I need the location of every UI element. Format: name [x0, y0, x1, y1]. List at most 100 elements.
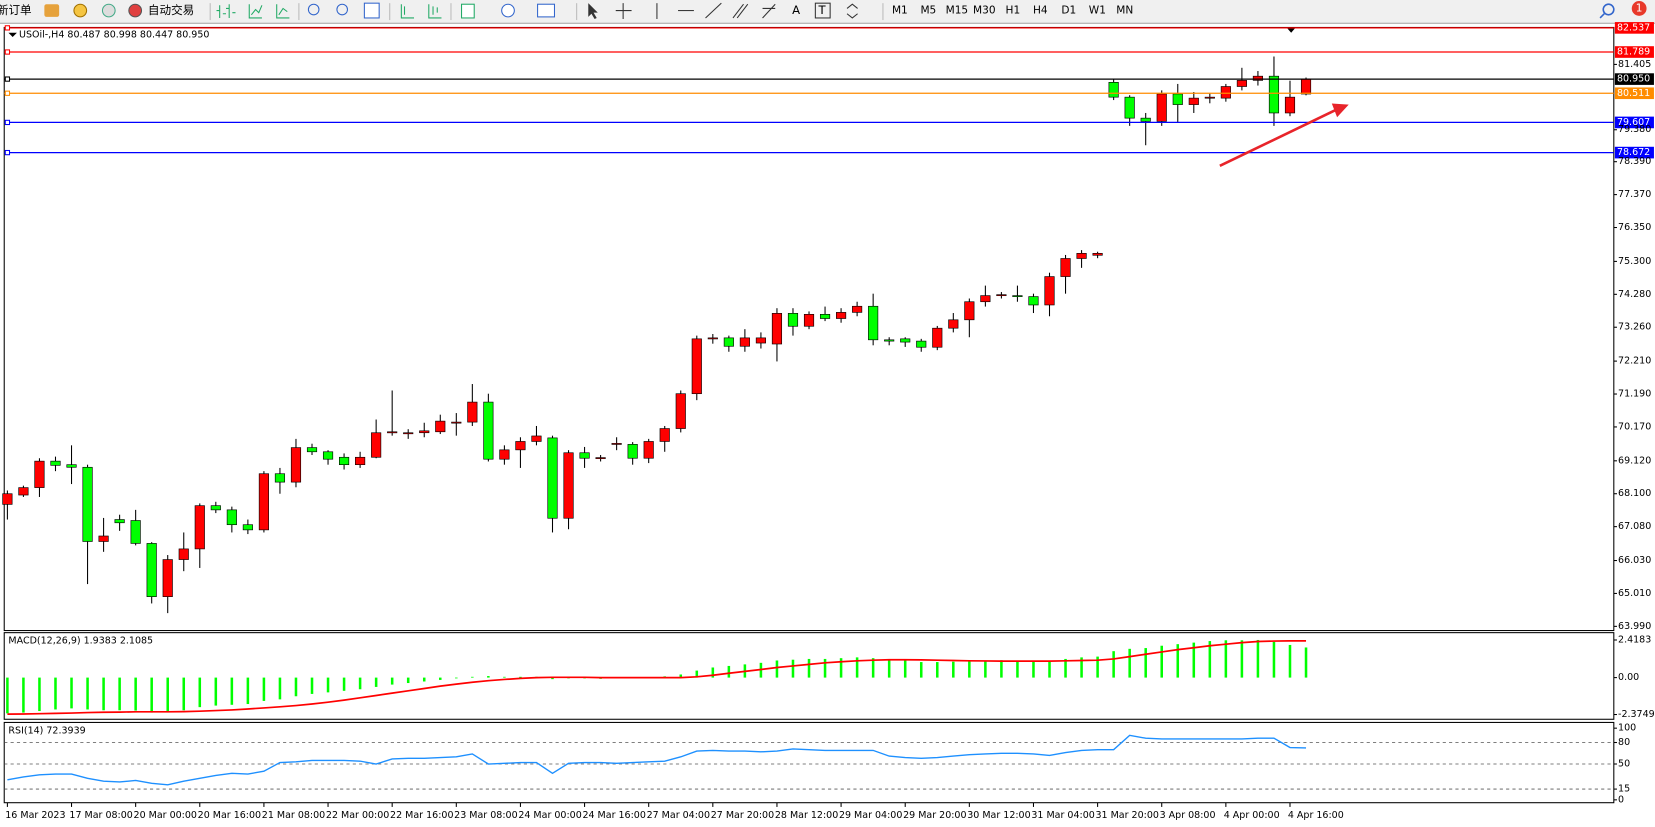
macd-bar — [230, 677, 234, 705]
auto-trading-icon[interactable] — [128, 3, 143, 18]
icon[interactable] — [101, 3, 116, 18]
zoom-in[interactable] — [307, 3, 320, 16]
x-tick-label: 29 Mar 04:00 — [839, 810, 902, 821]
icon[interactable] — [400, 4, 415, 19]
macd-bar — [487, 676, 490, 678]
x-tick-label: 16 Mar 2023 — [5, 810, 65, 821]
candle-body — [1124, 96, 1135, 119]
rsi-title: RSI(14) 72.3939 — [8, 725, 85, 736]
candle-body — [178, 548, 189, 560]
notification-count: 1 — [1636, 2, 1643, 14]
candle-body — [114, 519, 125, 524]
crosshair-tool[interactable] — [615, 3, 632, 20]
candle-body — [98, 535, 109, 542]
macd-bar — [551, 677, 554, 680]
x-tick-label: 27 Mar 20:00 — [711, 810, 774, 821]
candle-body — [659, 428, 670, 442]
tile-windows[interactable] — [363, 2, 380, 19]
candle-body — [1188, 97, 1199, 105]
auto-trading-button[interactable]: 自动交易 — [148, 3, 194, 17]
y-tick-label: 50 — [1618, 759, 1630, 770]
icon[interactable] — [248, 4, 263, 19]
x-tick-label: 20 Mar 00:00 — [134, 810, 197, 821]
macd-bar — [1016, 660, 1019, 678]
y-tick-label: 2.4183 — [1618, 634, 1651, 645]
chart-menu-arrow[interactable] — [8, 32, 17, 37]
macd-bar — [422, 677, 426, 682]
x-tick-label: 24 Mar 16:00 — [582, 810, 645, 821]
search[interactable] — [1602, 3, 1615, 16]
candle-body — [1252, 75, 1263, 81]
candle-body — [579, 452, 590, 459]
price-level-handle — [4, 149, 11, 156]
notification-badge[interactable] — [1631, 1, 1647, 16]
macd-bar — [1160, 645, 1163, 678]
arrows-tool[interactable] — [846, 3, 858, 19]
macd-bar — [166, 677, 169, 712]
fibo-tool[interactable] — [762, 3, 776, 19]
candle-body — [371, 432, 382, 458]
new-order-button[interactable]: 新订单 — [0, 3, 32, 17]
macd-bar — [86, 677, 89, 710]
price-level-handle — [4, 119, 11, 126]
macd-bar — [310, 677, 314, 694]
icon[interactable] — [216, 4, 236, 18]
macd-bar — [855, 657, 859, 678]
indicators[interactable] — [461, 3, 475, 19]
y-tick-label: 74.280 — [1618, 289, 1651, 300]
y-tick-label: 65.010 — [1618, 588, 1651, 599]
icon[interactable] — [428, 4, 442, 19]
timeframe-button[interactable]: M30 — [973, 5, 996, 17]
x-tick-label: 29 Mar 20:00 — [903, 810, 966, 821]
timeframe-button[interactable]: M15 — [946, 5, 969, 17]
timeframe-button[interactable]: H1 — [1006, 5, 1021, 17]
text-tool[interactable]: A — [792, 3, 800, 17]
macd-bar — [711, 667, 715, 678]
icon[interactable] — [44, 4, 60, 17]
timeframe-button[interactable]: MN — [1116, 5, 1133, 17]
candle-body — [675, 393, 686, 429]
x-tick-label: 31 Mar 20:00 — [1095, 810, 1158, 821]
periods[interactable] — [501, 3, 515, 18]
macd-bar — [22, 677, 25, 713]
candle-body — [306, 447, 318, 453]
candle-body — [1156, 93, 1167, 122]
timeframe-button[interactable]: M5 — [920, 5, 936, 17]
x-tick-label: 31 Mar 04:00 — [1031, 810, 1094, 821]
timeframe-button[interactable]: M1 — [892, 5, 908, 17]
macd-bar — [1048, 660, 1051, 678]
macd-bar — [358, 677, 362, 690]
macd-bar — [182, 677, 186, 711]
cursor-tool[interactable] — [588, 3, 598, 20]
icon[interactable] — [73, 3, 88, 18]
x-tick-label: 28 Mar 12:00 — [775, 810, 838, 821]
timeframe-button[interactable]: H4 — [1033, 5, 1048, 17]
channel-tool[interactable] — [732, 3, 749, 19]
macd-bar — [294, 677, 298, 697]
candle-body — [595, 457, 606, 459]
macd-bar — [1208, 641, 1212, 678]
price-level-handle — [4, 25, 11, 31]
candle-body — [803, 314, 815, 327]
templates[interactable] — [537, 3, 556, 18]
y-tick-label: 77.370 — [1618, 189, 1651, 200]
label-tool[interactable]: T — [818, 3, 827, 17]
icon[interactable] — [276, 4, 290, 19]
zoom-out[interactable] — [336, 3, 349, 16]
macd-bar — [839, 658, 843, 678]
x-tick-label: 23 Mar 08:00 — [454, 810, 517, 821]
macd-bar — [455, 677, 458, 679]
macd-bar — [871, 658, 875, 678]
timeframe-button[interactable]: D1 — [1061, 5, 1076, 17]
trendline-tool[interactable] — [705, 2, 722, 19]
y-tick-label: 72.210 — [1618, 356, 1651, 367]
label-tool-frame[interactable] — [814, 2, 831, 19]
candle-body — [130, 520, 141, 544]
macd-bar — [390, 677, 394, 685]
timeframe-button[interactable]: W1 — [1089, 5, 1106, 17]
candle-body — [531, 435, 542, 442]
candle-body — [274, 473, 286, 483]
macd-bar — [1144, 648, 1147, 678]
candle-body — [1012, 295, 1023, 297]
y-tick-label: 79.380 — [1618, 124, 1651, 135]
